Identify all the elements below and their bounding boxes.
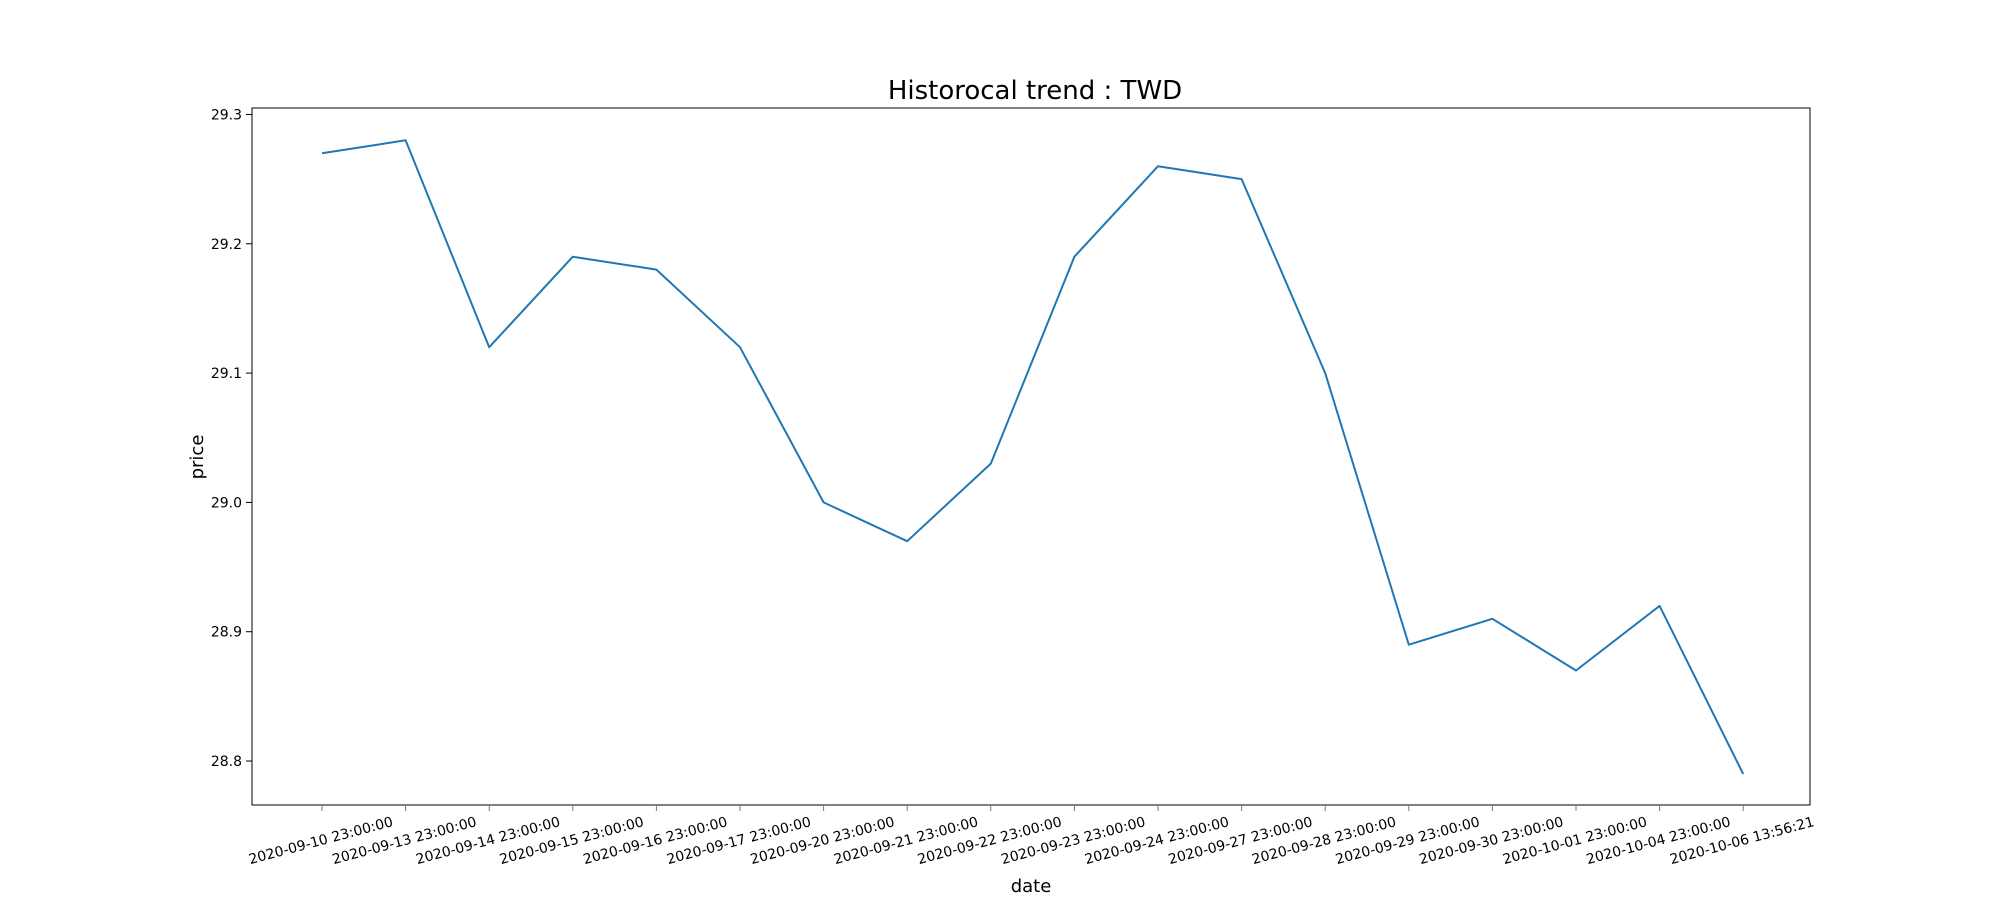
plot-area: [251, 107, 1811, 806]
x-axis-label: date: [1011, 876, 1052, 897]
y-tick-label: 29.2: [211, 237, 242, 253]
chart-title: Historocal trend : TWD: [888, 76, 1182, 106]
y-tick-label: 29.3: [211, 107, 242, 123]
y-tick-label: 29.0: [211, 495, 242, 511]
y-tick-label: 28.8: [211, 754, 242, 770]
y-axis-label: price: [187, 435, 208, 480]
y-tick-label: 28.9: [211, 625, 242, 641]
y-tick-label: 29.1: [211, 366, 242, 382]
series-line: [321, 139, 1745, 775]
y-axis: 28.8 28.9 29.0 29.1 29.2 29.3: [211, 107, 252, 770]
